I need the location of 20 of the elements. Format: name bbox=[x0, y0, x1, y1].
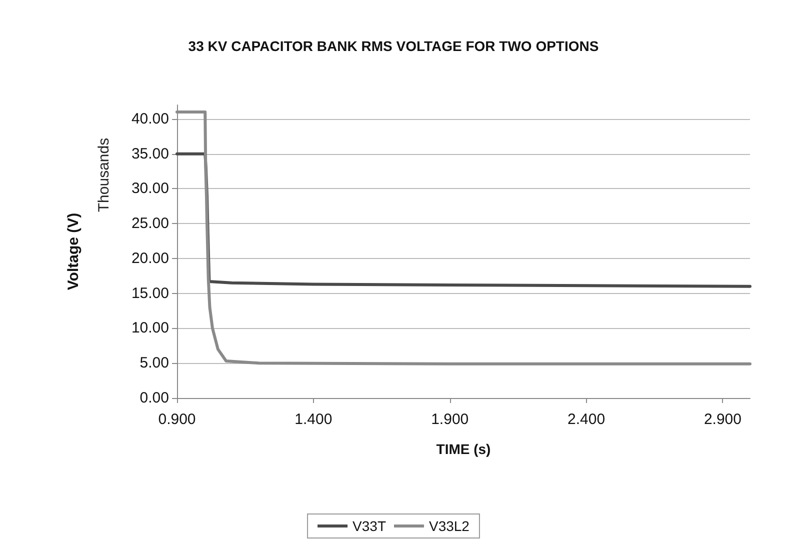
x-tick-label: 2.400 bbox=[568, 411, 606, 428]
y-tick-label: 10.00 bbox=[131, 320, 169, 337]
x-tick-label: 1.900 bbox=[431, 411, 469, 428]
y-tick-label: 25.00 bbox=[131, 215, 169, 232]
x-axis-title: TIME (s) bbox=[436, 441, 491, 457]
y-tick-label: 20.00 bbox=[131, 250, 169, 267]
y-tick-label: 15.00 bbox=[131, 284, 169, 302]
text: Thousands bbox=[96, 138, 112, 212]
legend-label: V33L2 bbox=[428, 518, 470, 534]
y-axis-title: Voltage (V) bbox=[65, 212, 82, 290]
x-tick-label: 1.400 bbox=[294, 411, 332, 428]
y-tick-label: 30.00 bbox=[131, 180, 169, 198]
x-tick-label: 2.900 bbox=[704, 411, 742, 428]
legend-label: V33T bbox=[352, 518, 386, 534]
y-tick-label: 5.00 bbox=[140, 354, 169, 372]
chart-title: 33 KV CAPACITOR BANK RMS VOLTAGE FOR TWO OPTIONS bbox=[188, 38, 599, 54]
y-tick-label: 40.00 bbox=[131, 110, 169, 128]
y-tick-label: 0.00 bbox=[140, 390, 169, 406]
x-tick-label: 0.900 bbox=[158, 411, 196, 428]
y-tick-label: 35.00 bbox=[131, 145, 169, 162]
